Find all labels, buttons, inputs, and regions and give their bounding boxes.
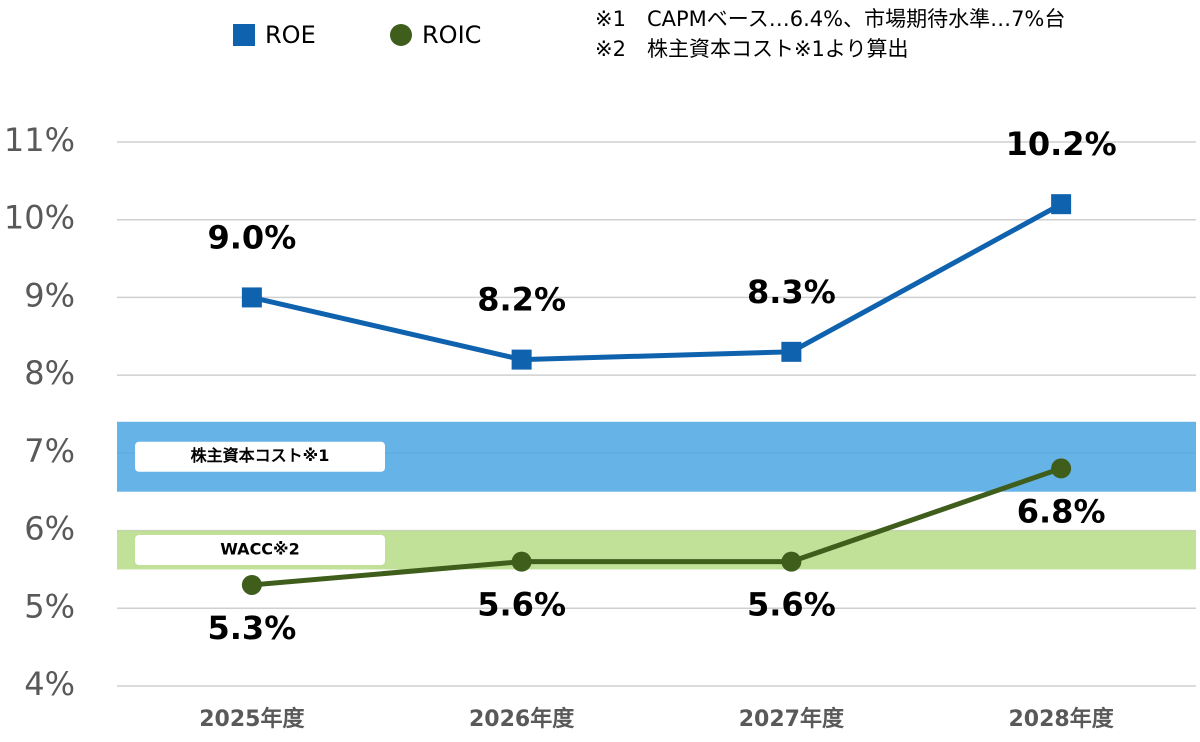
band-label: 株主資本コスト※1 xyxy=(191,446,330,465)
data-label: 10.2% xyxy=(1006,125,1117,163)
series-line xyxy=(251,201,1063,363)
legend-label: ROE xyxy=(265,21,316,49)
marker xyxy=(1051,194,1072,215)
marker xyxy=(511,551,532,572)
legend-marker xyxy=(233,24,255,46)
x-tick-label: 2027年度 xyxy=(739,706,845,732)
legend-marker xyxy=(390,24,412,46)
y-tick-label: 7% xyxy=(24,432,75,470)
legend-label: ROIC xyxy=(422,21,481,49)
y-tick-label: 4% xyxy=(24,665,75,703)
marker xyxy=(781,551,802,572)
x-tick-label: 2028年度 xyxy=(1009,706,1115,732)
data-label: 6.8% xyxy=(1017,492,1106,530)
marker xyxy=(781,341,802,362)
data-label: 9.0% xyxy=(208,218,297,256)
data-label: 5.6% xyxy=(477,586,566,624)
y-tick-label: 10% xyxy=(4,199,75,237)
y-tick-label: 11% xyxy=(4,121,75,159)
marker xyxy=(511,349,532,370)
x-tick-label: 2025年度 xyxy=(199,706,305,732)
data-label: 5.3% xyxy=(208,609,297,647)
note: ※1 CAPMベース…6.4%、市場期待水準…7%台 xyxy=(595,7,1065,31)
data-label: 5.6% xyxy=(747,586,836,624)
marker xyxy=(1051,458,1072,479)
band-label-box xyxy=(135,535,385,565)
x-tick-label: 2026年度 xyxy=(469,706,575,732)
y-tick-label: 5% xyxy=(24,587,75,625)
series-line xyxy=(251,466,1062,588)
data-label: 8.2% xyxy=(477,281,566,319)
y-tick-label: 9% xyxy=(24,276,75,314)
marker xyxy=(241,574,262,595)
y-tick-label: 6% xyxy=(24,510,75,548)
band-label-box xyxy=(135,441,385,472)
marker xyxy=(241,287,262,308)
data-label: 8.3% xyxy=(747,273,836,311)
y-tick-label: 8% xyxy=(24,354,75,392)
band-label: WACC※2 xyxy=(220,540,299,559)
note: ※2 株主資本コスト※1より算出 xyxy=(595,37,909,61)
